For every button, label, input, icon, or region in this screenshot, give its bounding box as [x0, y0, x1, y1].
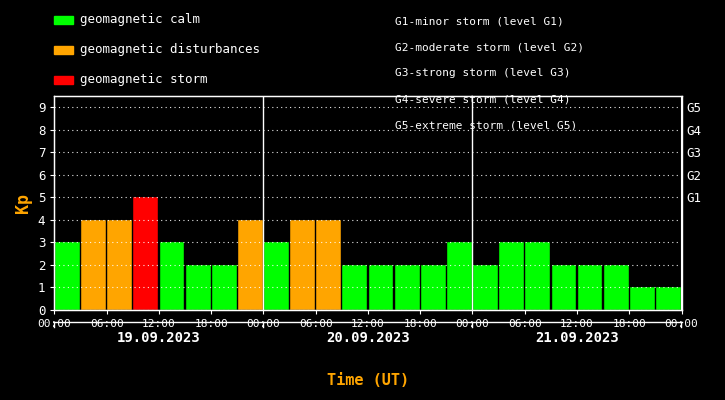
Bar — [682, 265, 707, 310]
Text: 21.09.2023: 21.09.2023 — [535, 331, 619, 345]
Bar — [212, 265, 236, 310]
Bar — [552, 265, 576, 310]
Text: G4-severe storm (level G4): G4-severe storm (level G4) — [395, 94, 571, 104]
Bar — [160, 242, 184, 310]
Bar — [186, 265, 210, 310]
Bar — [316, 220, 341, 310]
Bar — [656, 288, 681, 310]
Bar — [473, 265, 498, 310]
Bar — [630, 288, 655, 310]
Bar — [238, 220, 262, 310]
Bar — [55, 242, 80, 310]
Y-axis label: Kp: Kp — [14, 193, 33, 213]
Bar — [264, 242, 289, 310]
Text: 19.09.2023: 19.09.2023 — [117, 331, 201, 345]
Bar — [578, 265, 602, 310]
Bar — [342, 265, 368, 310]
Bar — [107, 220, 132, 310]
Text: geomagnetic storm: geomagnetic storm — [80, 74, 207, 86]
Bar — [500, 242, 524, 310]
Text: Time (UT): Time (UT) — [327, 373, 409, 388]
Text: G2-moderate storm (level G2): G2-moderate storm (level G2) — [395, 42, 584, 52]
Bar — [394, 265, 420, 310]
Bar — [526, 242, 550, 310]
Bar — [133, 197, 158, 310]
Text: G1-minor storm (level G1): G1-minor storm (level G1) — [395, 16, 564, 26]
Text: 20.09.2023: 20.09.2023 — [326, 331, 410, 345]
Bar — [447, 242, 472, 310]
Text: geomagnetic disturbances: geomagnetic disturbances — [80, 44, 260, 56]
Bar — [81, 220, 106, 310]
Bar — [604, 265, 629, 310]
Text: G3-strong storm (level G3): G3-strong storm (level G3) — [395, 68, 571, 78]
Bar — [290, 220, 315, 310]
Text: G5-extreme storm (level G5): G5-extreme storm (level G5) — [395, 120, 577, 130]
Text: geomagnetic calm: geomagnetic calm — [80, 14, 200, 26]
Bar — [420, 265, 446, 310]
Bar — [368, 265, 394, 310]
